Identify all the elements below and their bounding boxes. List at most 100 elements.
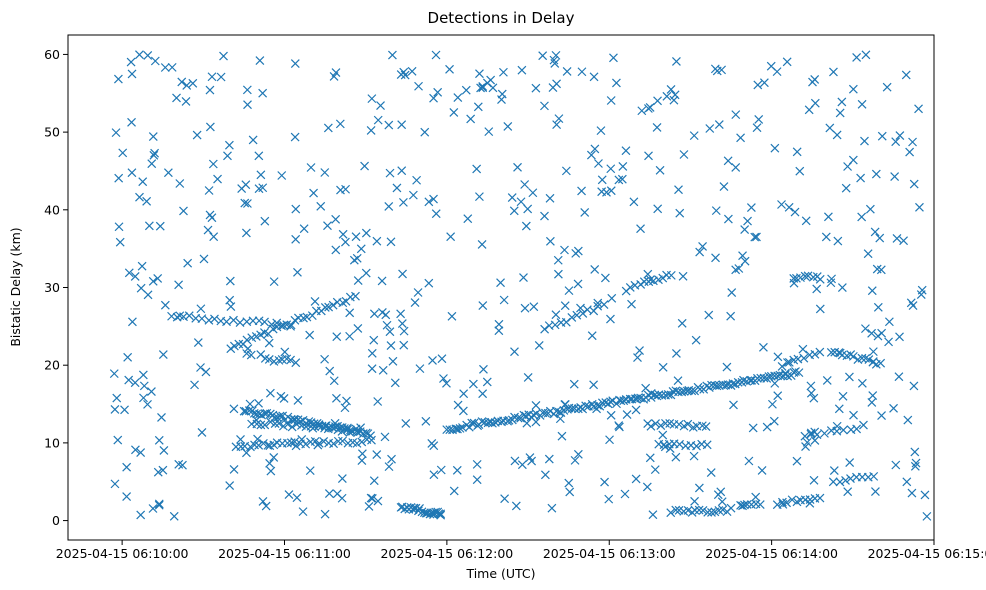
data-point-489 [773, 352, 783, 362]
data-point-156 [264, 354, 274, 364]
data-point-338 [646, 421, 656, 431]
data-point-586 [868, 347, 878, 357]
data-point-869 [633, 353, 642, 362]
data-point-266 [663, 389, 673, 399]
data-point-7 [210, 314, 219, 324]
data-point-929 [801, 216, 811, 226]
data-point-841 [606, 96, 616, 105]
data-point-290 [728, 379, 738, 389]
data-point-1026 [642, 482, 652, 492]
data-point-22 [234, 339, 244, 349]
scatter-markers [109, 50, 932, 521]
data-point-582 [293, 267, 302, 277]
data-point-810 [513, 162, 522, 172]
data-point-714 [805, 498, 815, 508]
data-point-106 [274, 419, 284, 428]
data-point-554 [224, 140, 234, 150]
data-point-953 [769, 416, 779, 426]
data-point-704 [544, 454, 554, 464]
data-point-803 [726, 311, 736, 321]
data-point-693 [871, 169, 881, 179]
data-point-830 [113, 74, 123, 84]
data-point-681 [531, 83, 541, 93]
data-point-409 [820, 428, 829, 438]
data-point-611 [196, 304, 206, 314]
data-point-924 [711, 253, 720, 263]
data-point-850 [631, 474, 641, 484]
data-point-42 [320, 303, 330, 312]
data-point-741 [752, 123, 762, 133]
data-point-746 [398, 269, 407, 279]
data-point-616 [223, 151, 232, 161]
data-point-854 [256, 170, 266, 180]
data-point-845 [714, 120, 724, 129]
data-point-892 [236, 435, 245, 444]
data-point-629 [822, 376, 832, 385]
data-point-59 [262, 408, 272, 418]
data-point-781 [812, 284, 822, 294]
data-point-886 [138, 177, 148, 187]
data-point-510 [658, 430, 668, 440]
data-point-838 [410, 298, 420, 307]
data-point-44 [328, 300, 338, 310]
data-point-479 [155, 221, 165, 231]
data-point-148 [338, 436, 347, 446]
data-point-369 [698, 506, 708, 515]
data-point-602 [399, 340, 409, 350]
data-point-737 [570, 455, 580, 465]
data-point-547 [298, 507, 308, 517]
data-point-796 [705, 124, 715, 133]
data-point-442 [258, 497, 268, 506]
data-point-776 [439, 374, 448, 383]
data-point-761 [821, 232, 831, 242]
data-point-935 [478, 389, 488, 399]
data-point-1022 [199, 254, 209, 264]
data-point-801 [837, 283, 847, 293]
data-point-925 [396, 309, 406, 319]
data-point-543 [834, 404, 844, 414]
data-point-368 [694, 505, 704, 515]
data-point-332 [648, 276, 658, 286]
data-point-49 [351, 291, 360, 301]
data-point-568 [922, 511, 932, 521]
data-point-880 [908, 137, 917, 147]
data-point-21 [229, 341, 239, 351]
data-point-414 [852, 424, 862, 434]
data-point-794 [378, 365, 388, 375]
data-point-820 [629, 197, 639, 207]
data-point-1015 [564, 286, 574, 296]
data-point-921 [525, 453, 535, 462]
data-point-822 [366, 126, 376, 135]
data-point-632 [806, 428, 816, 438]
data-point-1043 [782, 57, 792, 67]
data-point-870 [746, 203, 756, 213]
data-point-402 [864, 355, 874, 365]
data-point-954 [740, 225, 750, 234]
data-point-848 [837, 97, 847, 107]
data-point-184 [436, 509, 446, 519]
data-point-505 [290, 132, 300, 142]
x-tick-label-4: 2025-04-15 06:14:00 [705, 546, 838, 561]
data-point-733 [678, 271, 688, 281]
data-point-604 [213, 174, 222, 184]
data-point-1042 [178, 460, 187, 470]
data-point-481 [770, 378, 780, 388]
data-point-719 [648, 510, 658, 520]
data-point-233 [573, 404, 583, 414]
data-point-887 [110, 479, 120, 489]
data-point-920 [445, 64, 454, 74]
data-point-1030 [740, 256, 750, 266]
data-point-609 [219, 51, 228, 61]
data-point-631 [130, 378, 140, 388]
data-point-381 [755, 500, 765, 510]
data-point-754 [494, 319, 504, 329]
data-point-667 [694, 483, 704, 493]
data-point-538 [193, 338, 203, 347]
data-point-1027 [384, 120, 394, 130]
data-point-320 [567, 312, 577, 322]
data-point-942 [865, 204, 875, 214]
data-point-103 [260, 420, 270, 430]
data-point-949 [203, 225, 213, 235]
data-point-567 [353, 324, 363, 333]
data-point-515 [420, 127, 430, 137]
